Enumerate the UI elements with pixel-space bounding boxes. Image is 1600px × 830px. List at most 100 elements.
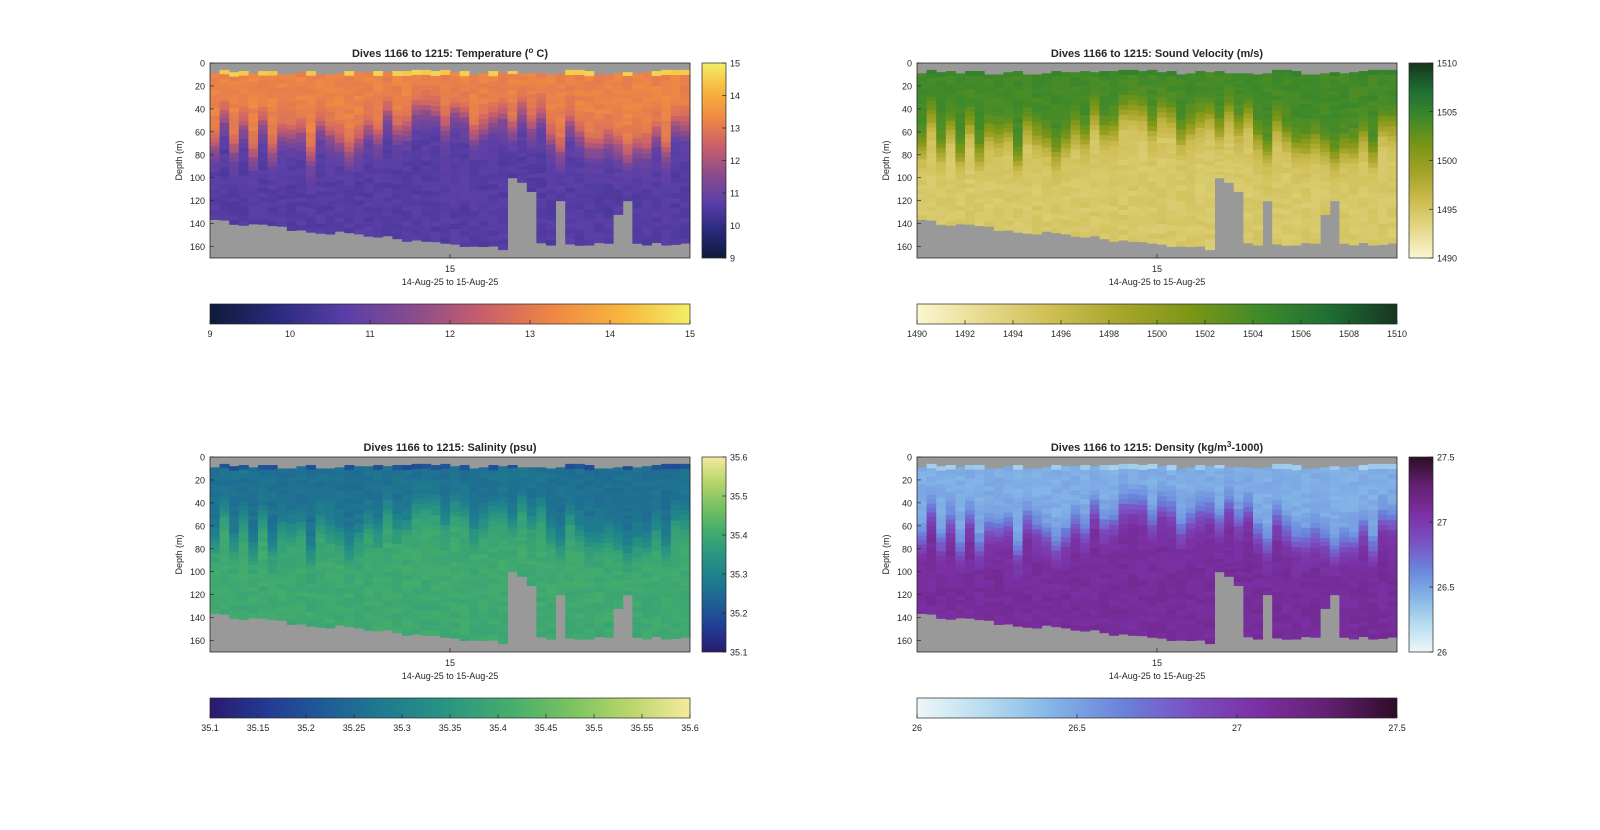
heatmap-cell <box>498 586 508 592</box>
heatmap-cell <box>1339 223 1350 229</box>
heatmap-cell <box>478 83 489 90</box>
heatmap-cell <box>219 149 230 155</box>
heatmap-cell <box>1377 229 1388 235</box>
heatmap-cell <box>210 604 220 610</box>
heatmap-cell <box>392 504 403 510</box>
heatmap-cell <box>373 587 384 593</box>
heatmap-cell <box>1205 213 1215 219</box>
heatmap-cell <box>526 512 537 517</box>
heatmap-cell <box>555 471 566 476</box>
heatmap-cell <box>1233 115 1244 119</box>
heatmap-cell <box>1109 136 1119 142</box>
heatmap-cell <box>1262 95 1273 101</box>
heatmap-cell <box>555 512 566 517</box>
heatmap-cell <box>1205 108 1215 115</box>
heatmap-cell <box>1003 113 1014 120</box>
heatmap-cell <box>1224 89 1235 94</box>
heatmap-cell <box>450 486 460 492</box>
heatmap-cell <box>1022 219 1033 225</box>
heatmap-cell <box>1205 82 1215 89</box>
heatmap-cell <box>421 620 432 626</box>
heatmap-cell <box>1166 241 1177 247</box>
heatmap-cell <box>325 93 336 99</box>
heatmap-cell <box>1128 190 1139 197</box>
heatmap-cell <box>536 616 547 623</box>
heatmap-cell <box>248 529 259 535</box>
heatmap-cell <box>459 594 470 600</box>
heatmap-cell <box>936 85 947 91</box>
heatmap-cell <box>382 105 393 112</box>
heatmap-cell <box>507 493 518 497</box>
heatmap-cell <box>1377 187 1388 194</box>
heatmap-cell <box>1147 227 1158 234</box>
heatmap-cell <box>430 126 441 132</box>
heatmap-cell <box>1301 109 1311 115</box>
heatmap-cell <box>430 131 441 137</box>
heatmap-cell <box>344 536 355 542</box>
heatmap-cell <box>574 183 585 190</box>
heatmap-cell <box>1368 198 1379 205</box>
heatmap-cell <box>373 543 384 549</box>
heatmap-cell <box>411 533 422 540</box>
heatmap-cell <box>1224 118 1235 122</box>
colorbar-tick-label: 15 <box>730 59 740 69</box>
heatmap-cell <box>1349 194 1359 200</box>
heatmap-cell <box>402 565 412 571</box>
heatmap-cell <box>402 136 412 142</box>
heatmap-cell <box>1368 69 1379 76</box>
heatmap-cell <box>306 545 316 551</box>
heatmap-cell <box>632 108 643 114</box>
heatmap-cell <box>1176 195 1187 202</box>
heatmap-cell <box>1233 90 1244 95</box>
heatmap-cell <box>286 184 297 190</box>
heatmap-cell <box>306 146 316 153</box>
heatmap-cell <box>248 591 259 597</box>
heatmap-cell <box>344 161 355 167</box>
heatmap-cell <box>354 566 364 572</box>
heatmap-cell <box>603 627 614 633</box>
heatmap-cell <box>1003 146 1014 152</box>
heatmap-cell <box>574 582 585 589</box>
heatmap-cell <box>1061 195 1071 202</box>
heatmap-cell <box>363 86 374 92</box>
heatmap-cell <box>1070 81 1081 88</box>
heatmap-cell <box>469 135 480 141</box>
heatmap-cell <box>478 513 489 519</box>
heatmap-cell <box>642 72 652 78</box>
heatmap-cell <box>594 173 604 179</box>
heatmap-cell <box>258 98 268 104</box>
heatmap-cell <box>1013 99 1023 105</box>
heatmap-cell <box>622 174 633 179</box>
heatmap-cell <box>1233 160 1244 165</box>
heatmap-cell <box>1022 186 1033 192</box>
heatmap-cell <box>574 209 585 215</box>
heatmap-cell <box>373 504 384 510</box>
heatmap-cell <box>1233 135 1244 140</box>
heatmap-cell <box>984 212 995 218</box>
heatmap-cell <box>1320 181 1331 186</box>
heatmap-cell <box>1224 169 1235 174</box>
heatmap-cell <box>238 80 249 86</box>
heatmap-cell <box>450 188 460 195</box>
heatmap-cell <box>517 172 528 177</box>
heatmap-cell <box>1368 136 1379 143</box>
heatmap-cell <box>1022 93 1033 99</box>
heatmap-cell <box>363 154 374 160</box>
heatmap-cell <box>1147 100 1158 107</box>
heatmap-cell <box>402 126 412 132</box>
heatmap-cell <box>238 116 249 122</box>
colorbar-tick-label: 12 <box>445 329 455 339</box>
heatmap-cell <box>238 537 249 543</box>
heatmap-cell <box>411 199 422 206</box>
heatmap-cell <box>584 572 595 579</box>
heatmap-cell <box>248 77 259 83</box>
heatmap-cell <box>926 197 937 203</box>
heatmap-cell <box>1157 102 1167 109</box>
heatmap-cell <box>1089 153 1100 160</box>
heatmap-cell <box>536 163 547 169</box>
heatmap-cell <box>565 632 576 639</box>
heatmap-cell <box>421 519 432 525</box>
heatmap-cell <box>965 116 975 122</box>
heatmap-cell <box>440 474 451 480</box>
heatmap-cell <box>622 136 633 141</box>
